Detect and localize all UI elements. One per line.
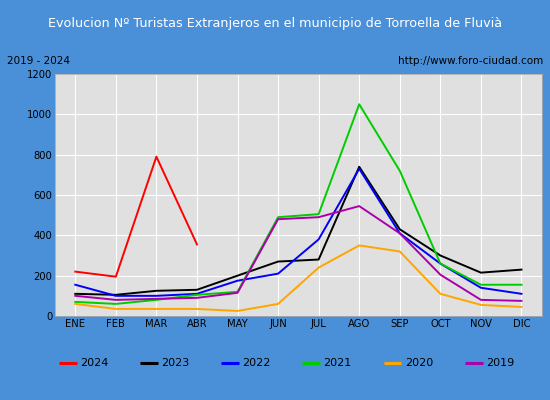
Text: http://www.foro-ciudad.com: http://www.foro-ciudad.com — [398, 56, 543, 66]
Text: 2020: 2020 — [405, 358, 433, 368]
Text: Evolucion Nº Turistas Extranjeros en el municipio de Torroella de Fluvià: Evolucion Nº Turistas Extranjeros en el … — [48, 18, 502, 30]
Text: 2019: 2019 — [486, 358, 514, 368]
Text: 2024: 2024 — [80, 358, 108, 368]
Text: 2019 - 2024: 2019 - 2024 — [7, 56, 70, 66]
Text: 2023: 2023 — [161, 358, 190, 368]
Text: 2021: 2021 — [323, 358, 352, 368]
Text: 2022: 2022 — [243, 358, 271, 368]
